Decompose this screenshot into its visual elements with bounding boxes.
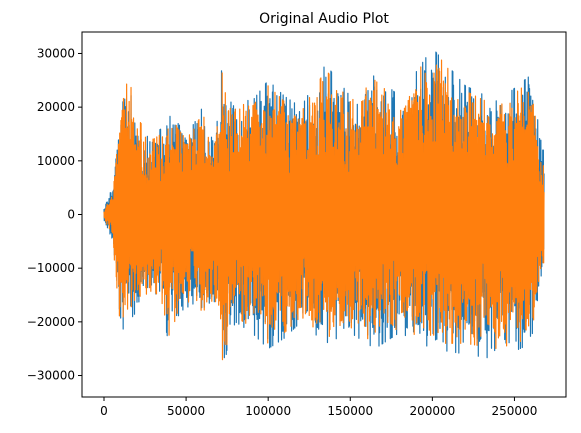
x-tick-label: 250000 bbox=[492, 404, 538, 418]
x-tick-label: 200000 bbox=[409, 404, 455, 418]
y-tick-label: 10000 bbox=[37, 154, 75, 168]
series-line-2 bbox=[103, 59, 545, 361]
y-tick-label: −20000 bbox=[27, 315, 75, 329]
y-tick-label: −30000 bbox=[27, 369, 75, 383]
x-tick-label: 150000 bbox=[327, 404, 373, 418]
chart-title: Original Audio Plot bbox=[259, 11, 389, 27]
y-tick-label: −10000 bbox=[27, 261, 75, 275]
y-tick-label: 20000 bbox=[37, 100, 75, 114]
plot-frame bbox=[81, 31, 567, 398]
x-tick-label: 50000 bbox=[167, 404, 205, 418]
x-tick-label: 0 bbox=[100, 404, 108, 418]
y-tick-label: 0 bbox=[67, 208, 75, 222]
x-tick-label: 100000 bbox=[245, 404, 291, 418]
axes-layer: 0 50000 100000 150000 200000 250000−30000−200… bbox=[27, 46, 538, 418]
y-tick-label: 30000 bbox=[37, 46, 75, 60]
series-layer bbox=[103, 51, 545, 361]
